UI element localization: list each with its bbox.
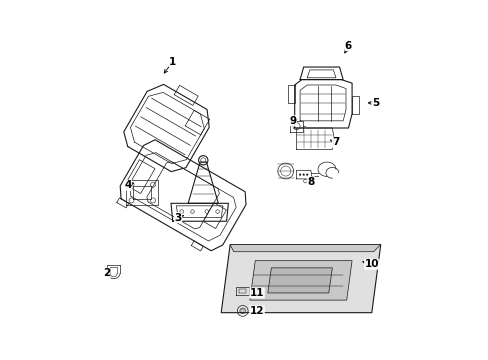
Text: 11: 11	[249, 288, 264, 298]
Text: 9: 9	[289, 116, 296, 126]
Polygon shape	[249, 261, 351, 300]
Text: 2: 2	[102, 268, 110, 278]
Text: 1: 1	[169, 57, 176, 67]
Polygon shape	[230, 244, 380, 252]
Text: 10: 10	[364, 259, 378, 269]
Circle shape	[302, 174, 304, 176]
Text: 7: 7	[331, 138, 339, 147]
Circle shape	[305, 174, 308, 176]
Circle shape	[298, 174, 301, 176]
Text: 3: 3	[174, 213, 182, 222]
Text: 5: 5	[371, 98, 378, 108]
Polygon shape	[267, 268, 332, 293]
Text: 8: 8	[306, 177, 314, 187]
Polygon shape	[221, 244, 380, 313]
Text: 4: 4	[124, 180, 131, 190]
Text: 6: 6	[344, 41, 351, 50]
Text: 12: 12	[249, 306, 264, 316]
